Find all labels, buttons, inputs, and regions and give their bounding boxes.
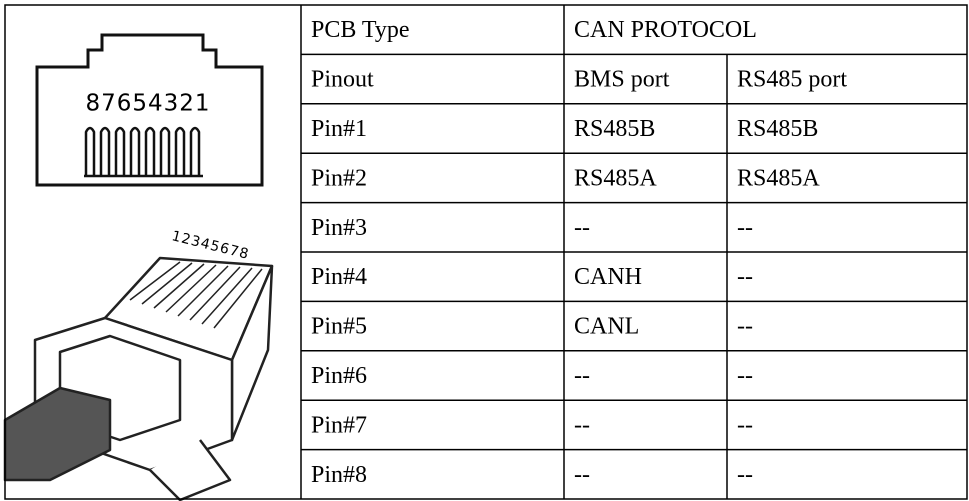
table-cell: --: [737, 363, 753, 389]
table-cell: BMS port: [574, 67, 670, 93]
table-cell: RS485A: [574, 165, 657, 191]
table-cell: RS485B: [574, 116, 655, 142]
table-cell: CANH: [574, 264, 642, 290]
table-cell: RS485A: [737, 165, 820, 191]
table-cell: --: [574, 462, 590, 488]
row-label: Pin#3: [311, 215, 367, 241]
table-cell: --: [737, 412, 753, 438]
table-cell: --: [574, 412, 590, 438]
row-label: Pin#2: [311, 165, 367, 191]
table-cell: RS485B: [737, 116, 818, 142]
row-label: Pin#1: [311, 116, 367, 142]
row-label: Pin#4: [311, 264, 367, 290]
table-cell: --: [737, 215, 753, 241]
row-label: Pin#6: [311, 363, 367, 389]
header-cell: CAN PROTOCOL: [574, 17, 757, 43]
row-label: Pin#5: [311, 314, 367, 340]
table-cell: --: [737, 264, 753, 290]
plug-latch: [149, 439, 232, 501]
row-label: Pinout: [311, 67, 374, 93]
table-cell: --: [574, 215, 590, 241]
socket-pins: [84, 126, 203, 178]
plug-contacts: [129, 261, 263, 329]
table-cell: CANL: [574, 314, 639, 340]
table: PCB Type CAN PROTOCOL Pinout BMS port RS485 …: [4, 4, 968, 500]
table-cell: --: [737, 314, 753, 340]
socket-outline: [35, 33, 264, 187]
table-cell: --: [574, 363, 590, 389]
table-cell: RS485 port: [737, 67, 847, 93]
table-cell: --: [737, 462, 753, 488]
header-cell: PCB Type: [311, 17, 410, 43]
plug-figure: [3, 256, 274, 501]
socket-label: 87654321: [85, 91, 210, 117]
row-label: Pin#7: [311, 412, 367, 438]
row-label: Pin#8: [311, 462, 367, 488]
socket-figure: [35, 33, 264, 187]
